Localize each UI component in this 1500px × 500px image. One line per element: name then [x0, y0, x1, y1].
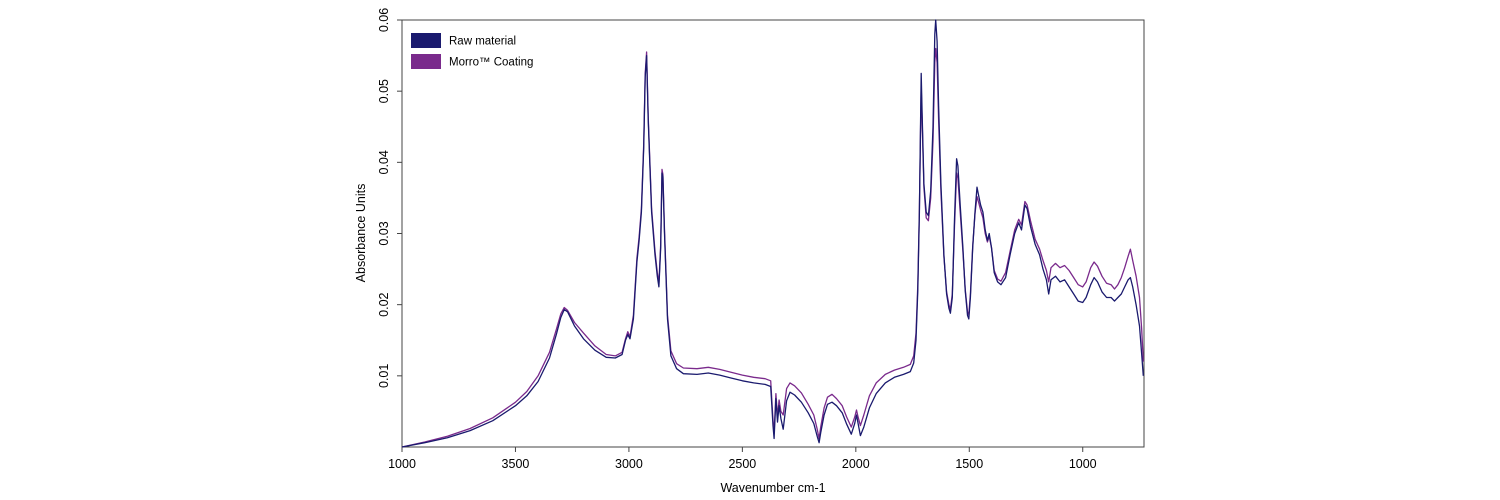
series-layer — [401, 19, 1144, 448]
series-line-morro-coating — [401, 47, 1144, 448]
x-axis-ticks: 1000 3500 3000 2500 2000 1500 1000 — [388, 447, 1097, 471]
y-tick-label: 0.02 — [377, 292, 391, 316]
y-axis-title: Absorbance Units — [354, 184, 368, 283]
series-line-raw-material — [401, 19, 1144, 448]
y-axis-ticks: 0.01 0.02 0.03 0.04 0.05 0.06 — [377, 8, 402, 388]
x-tick-label: 2500 — [728, 457, 756, 471]
legend-swatch — [411, 54, 441, 69]
legend-swatch — [411, 33, 441, 48]
x-tick-label: 1500 — [955, 457, 983, 471]
x-tick-label: 2000 — [842, 457, 870, 471]
y-tick-label: 0.03 — [377, 221, 391, 245]
x-tick-label: 3500 — [502, 457, 530, 471]
x-axis-title: Wavenumber cm-1 — [720, 481, 825, 495]
y-tick-label: 0.05 — [377, 79, 391, 103]
x-tick-label: 1000 — [388, 457, 416, 471]
y-tick-label: 0.04 — [377, 150, 391, 174]
chart-legend: Raw material Morro™ Coating — [411, 33, 533, 69]
y-tick-label: 0.01 — [377, 364, 391, 388]
x-tick-label: 3000 — [615, 457, 643, 471]
legend-label: Raw material — [449, 36, 516, 48]
y-tick-label: 0.06 — [377, 8, 391, 32]
legend-label: Morro™ Coating — [449, 57, 533, 69]
x-tick-label: 1000 — [1069, 457, 1097, 471]
